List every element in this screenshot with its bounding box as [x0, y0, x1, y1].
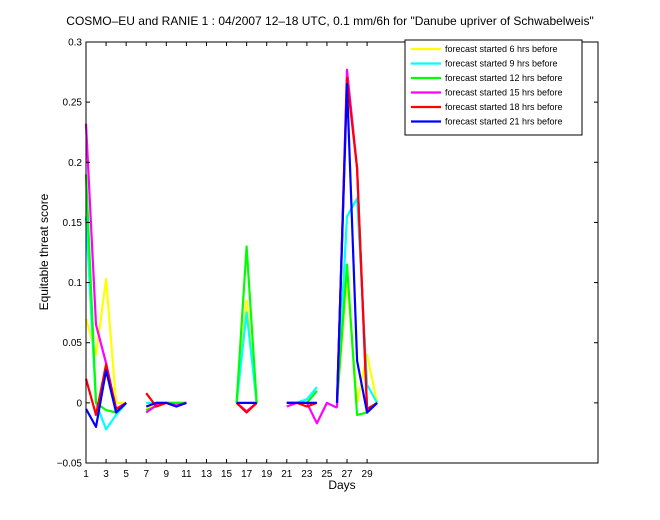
series-2-line-2 — [235, 245, 258, 403]
y-tick-label: 0.3 — [68, 38, 82, 49]
x-tick-label: 9 — [164, 469, 170, 480]
series-4 — [84, 76, 378, 416]
legend-box — [404, 39, 583, 136]
series-3 — [84, 68, 378, 425]
x-tick-label: 13 — [201, 469, 213, 480]
x-tick-label: 27 — [341, 469, 353, 480]
legend-label-4: forecast started 18 hrs before — [445, 102, 563, 112]
x-axis-label: Days — [328, 478, 356, 492]
tick-layer: 1 3 5 7 9 11 13 15 17 19 21 23 25 27 29−0.0500.050.10.… — [57, 38, 598, 480]
series-2 — [84, 174, 378, 416]
x-tick-label: 25 — [321, 469, 333, 480]
series-1-line-2 — [235, 311, 258, 404]
legend-label-2: forecast started 12 hrs before — [445, 73, 563, 83]
x-tick-label: 19 — [261, 469, 273, 480]
series-1 — [84, 197, 379, 431]
series-4-line-0 — [84, 363, 127, 416]
series-3-line-3 — [286, 401, 338, 425]
legend-label-0: forecast started 6 hrs before — [445, 44, 558, 54]
series-layer — [84, 68, 379, 431]
series-1-line-4 — [335, 197, 379, 404]
x-tick-label: 7 — [143, 469, 149, 480]
series-2-line-0 — [84, 174, 127, 414]
chart-title: COSMO–EU and RANIE 1 : 04/2007 12–18 UTC… — [66, 14, 594, 28]
series-5 — [85, 82, 378, 428]
x-tick-label: 5 — [123, 469, 129, 480]
y-axis-label: Equitable threat score — [37, 193, 51, 311]
x-tick-label: 21 — [281, 469, 293, 480]
y-tick-label: 0.25 — [63, 98, 83, 109]
y-tick-label: 0.05 — [63, 338, 83, 349]
axes-box — [85, 41, 599, 464]
x-tick-label: 29 — [362, 469, 374, 480]
series-4-line-2 — [235, 402, 258, 414]
series-5-line-0 — [85, 369, 127, 428]
y-tick-label: 0.2 — [68, 158, 82, 169]
x-tick-label: 3 — [103, 469, 109, 480]
y-tick-label: −0.05 — [57, 459, 83, 470]
legend-label-3: forecast started 15 hrs before — [445, 88, 563, 98]
x-tick-label: 15 — [221, 469, 233, 480]
x-tick-label: 17 — [241, 469, 253, 480]
series-0 — [84, 275, 379, 410]
x-tick-label: 23 — [301, 469, 313, 480]
legend: forecast started 6 hrs before forecast st… — [404, 39, 583, 136]
x-tick-label: 11 — [181, 469, 192, 480]
legend-label-1: forecast started 9 hrs before — [445, 59, 558, 69]
series-5-line-4 — [335, 82, 378, 414]
legend-label-5: forecast started 21 hrs before — [445, 117, 563, 127]
y-tick-label: 0.1 — [68, 278, 82, 289]
x-tick-label: 1 — [83, 469, 89, 480]
series-5-line-1 — [145, 401, 187, 408]
y-tick-label: 0.15 — [63, 218, 83, 229]
y-tick-label: 0 — [76, 398, 82, 409]
